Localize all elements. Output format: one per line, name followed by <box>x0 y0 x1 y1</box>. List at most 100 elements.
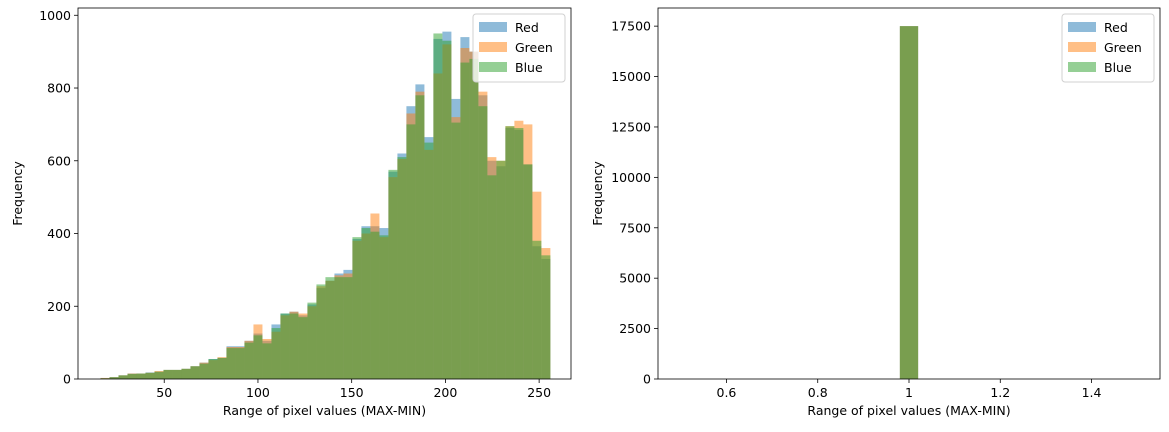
legend-label-blue: Blue <box>1104 60 1132 75</box>
y-tick-label: 1000 <box>39 8 71 23</box>
y-tick-label: 400 <box>47 226 71 241</box>
y-axis-label: Frequency <box>590 161 605 226</box>
legend: Red Green Blue <box>1061 13 1155 83</box>
legend-label-red: Red <box>515 20 539 35</box>
y-axis-label: Frequency <box>10 161 25 226</box>
y-tick-label: 600 <box>47 153 71 168</box>
legend-swatch-red <box>1068 22 1096 32</box>
bar-blue <box>253 335 263 379</box>
bar-blue <box>505 126 515 379</box>
bar-blue <box>532 240 542 379</box>
y-tick-label: 10000 <box>611 170 651 185</box>
y-tick-label: 7500 <box>619 220 651 235</box>
x-tick-label: 100 <box>246 385 270 400</box>
bar-blue <box>262 343 272 379</box>
legend-swatch-blue <box>479 62 507 72</box>
x-tick-label: 50 <box>156 385 172 400</box>
histogram-right: 0.6 0.8 1 1.2 1.4 0 2500 5000 7500 10000 12500 1500… <box>590 7 1161 418</box>
bars <box>100 31 551 380</box>
legend: Red Green Blue <box>472 13 566 83</box>
bar-blue <box>406 124 416 380</box>
bar-blue <box>316 284 326 379</box>
bar-blue <box>235 348 245 379</box>
bar-blue <box>280 313 290 379</box>
y-tick-label: 2500 <box>619 321 651 336</box>
bar-blue <box>541 255 551 379</box>
y-tick-label: 12500 <box>611 119 651 134</box>
legend-label-green: Green <box>515 40 553 55</box>
bar-blue <box>899 26 919 380</box>
bar-blue <box>163 369 173 379</box>
legend-swatch-blue <box>1068 62 1096 72</box>
x-tick-label: 0.6 <box>717 385 737 400</box>
series-blue <box>100 33 551 380</box>
bar-blue <box>352 237 362 379</box>
legend-swatch-green <box>1068 42 1096 52</box>
bar-blue <box>127 373 137 379</box>
x-tick-label: 1.4 <box>1082 385 1102 400</box>
bar-blue <box>145 372 155 379</box>
y-tick-label: 17500 <box>611 19 651 34</box>
bar-blue <box>154 371 164 379</box>
x-tick-label: 250 <box>527 385 551 400</box>
legend-label-red: Red <box>1104 20 1128 35</box>
legend-swatch-red <box>479 22 507 32</box>
bar-blue <box>172 369 182 379</box>
bar-blue <box>109 377 119 379</box>
axes-frame <box>77 7 572 380</box>
bar-blue <box>370 231 380 379</box>
bar-blue <box>469 58 479 379</box>
bar-blue <box>424 142 434 379</box>
y-tick-label: 15000 <box>611 69 651 84</box>
bar-blue <box>118 375 128 379</box>
x-tick-label: 150 <box>340 385 364 400</box>
bar-blue <box>136 373 146 379</box>
bars <box>899 26 919 380</box>
bar-blue <box>226 348 236 379</box>
y-tick-label: 0 <box>643 372 651 387</box>
bar-blue <box>334 277 344 379</box>
bar-blue <box>397 157 407 379</box>
legend-label-blue: Blue <box>515 60 543 75</box>
legend-swatch-green <box>479 42 507 52</box>
bar-blue <box>199 363 209 379</box>
bar-blue <box>442 40 452 380</box>
bar-blue <box>514 128 524 379</box>
x-tick-label: 1 <box>905 385 913 400</box>
bar-blue <box>244 342 254 379</box>
x-tick-label: 1.2 <box>990 385 1010 400</box>
bar-blue <box>451 122 461 379</box>
bar-blue <box>433 33 443 379</box>
bar-blue <box>208 358 218 379</box>
bar-blue <box>343 277 353 379</box>
x-tick-label: 200 <box>433 385 457 400</box>
bar-blue <box>307 302 317 379</box>
x-axis-label: Range of pixel values (MAX-MIN) <box>807 403 1010 418</box>
y-tick-label: 5000 <box>619 271 651 286</box>
bar-blue <box>496 160 506 379</box>
x-axis-label: Range of pixel values (MAX-MIN) <box>223 403 426 418</box>
x-tick-label: 0.8 <box>808 385 828 400</box>
bar-blue <box>388 169 398 379</box>
bar-blue <box>379 235 389 379</box>
y-tick-label: 200 <box>47 299 71 314</box>
histogram-left: 50 100 150 200 250 0 200 400 600 800 1000 Range of … <box>10 7 572 418</box>
bar-blue <box>487 175 497 379</box>
bar-blue <box>523 164 533 379</box>
bar-blue <box>181 368 191 379</box>
series-blue <box>899 26 919 380</box>
legend-label-green: Green <box>1104 40 1142 55</box>
bar-blue <box>415 95 425 379</box>
bar-blue <box>325 277 335 379</box>
y-tick-label: 800 <box>47 81 71 96</box>
bar-blue <box>190 366 200 379</box>
bar-blue <box>289 313 299 379</box>
bar-blue <box>217 357 227 379</box>
bar-blue <box>271 328 281 379</box>
bar-blue <box>460 62 470 379</box>
bar-blue <box>478 106 488 380</box>
bar-blue <box>298 317 308 379</box>
y-tick-label: 0 <box>63 372 71 387</box>
bar-blue <box>361 228 371 379</box>
